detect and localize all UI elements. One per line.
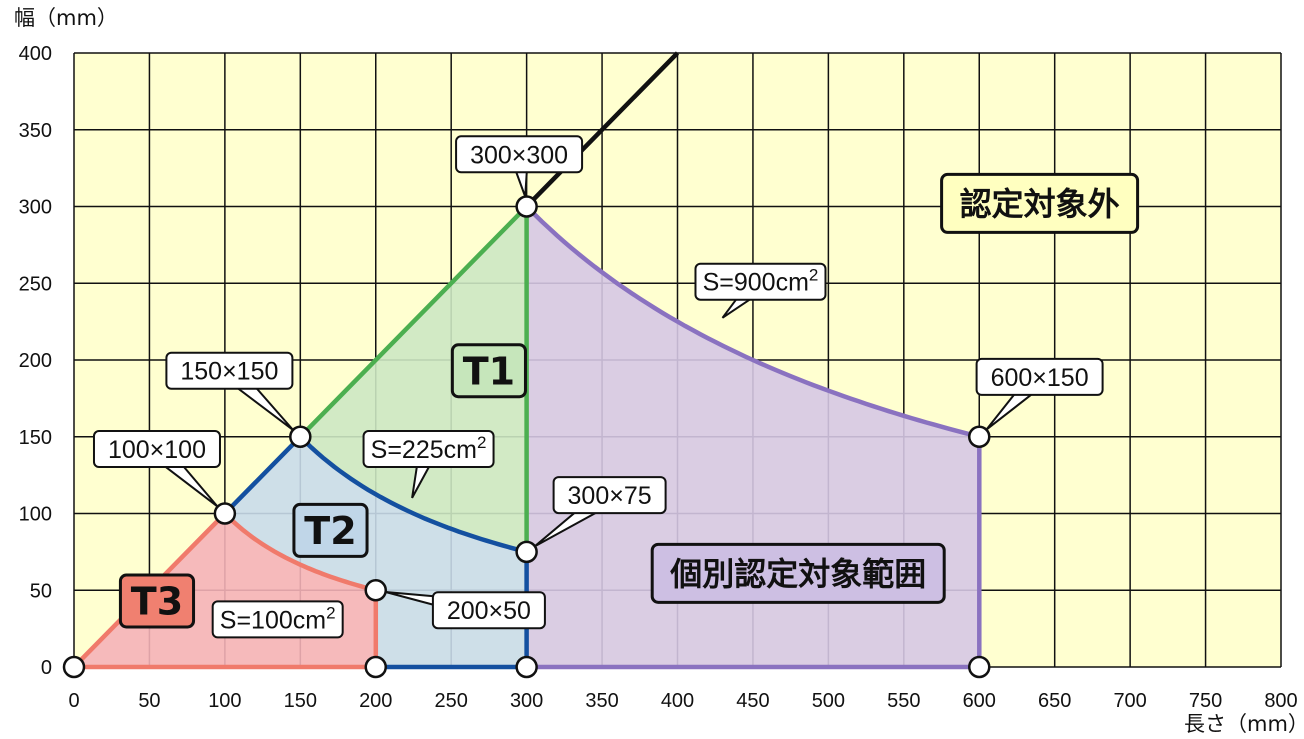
curve-s100 <box>223 511 377 593</box>
region-label-text: T1 <box>463 349 515 393</box>
y-tick-label: 250 <box>19 273 52 295</box>
region-label-text: T2 <box>304 509 356 553</box>
callout-box-inner <box>697 265 824 298</box>
region-label-box <box>450 343 527 399</box>
x-axis-title: 長さ（mm） <box>1184 712 1304 736</box>
callout-box-inner <box>214 603 341 636</box>
y-tick-label: 350 <box>19 120 52 142</box>
callout-text-base: S=225cm <box>371 436 477 464</box>
x-tick-label: 100 <box>208 690 241 712</box>
x-tick-label: 700 <box>1113 690 1146 712</box>
callout-s225: S=225cm2 <box>362 430 495 499</box>
callout-text: 150×150 <box>180 358 278 386</box>
diagonal-line <box>524 51 680 209</box>
callout-box-inner <box>555 479 664 512</box>
callout-p200x50: 200×50 <box>385 591 546 630</box>
data-point <box>968 425 991 448</box>
x-tick-label: 450 <box>736 690 769 712</box>
callout-text: 200×50 <box>447 597 531 625</box>
callout-text-sup: 2 <box>326 603 335 622</box>
y-tick-label: 150 <box>19 427 52 449</box>
data-point <box>515 655 538 679</box>
region-label-text: T3 <box>131 580 183 624</box>
data-point <box>364 579 387 602</box>
region-label-indiv: 個別認定対象範囲 <box>650 542 946 604</box>
x-tick-label: 750 <box>1189 690 1222 712</box>
callout-text-sup: 2 <box>809 266 818 285</box>
callout-text: S=100cm2 <box>220 603 336 634</box>
region-label-text: 個別認定対象範囲 <box>669 555 926 593</box>
y-tick-label: 0 <box>41 657 52 679</box>
region-label-box <box>118 573 196 629</box>
callout-text: 100×100 <box>108 436 206 464</box>
callout-text: 300×75 <box>568 482 652 510</box>
callout-box-inner <box>434 594 543 627</box>
x-tick-label: 0 <box>68 690 79 712</box>
data-point <box>515 540 538 564</box>
callout-text-base: S=100cm <box>220 606 326 634</box>
x-tick-label: 150 <box>284 690 317 712</box>
x-tick-label: 50 <box>138 690 160 712</box>
region-label-t1: T1 <box>450 343 527 399</box>
x-tick-label: 250 <box>435 690 468 712</box>
data-point <box>62 655 86 679</box>
region-label-out: 認定対象外 <box>940 172 1140 234</box>
region-label-box <box>940 172 1140 234</box>
callout-box-inner <box>168 354 291 387</box>
y-tick-label: 50 <box>30 580 52 602</box>
region-label-text: 認定対象外 <box>960 185 1120 223</box>
callout-box-inner <box>978 360 1101 393</box>
callout-box-inner <box>95 433 218 466</box>
callout-text-sup: 2 <box>477 433 486 452</box>
x-tick-label: 800 <box>1264 690 1297 712</box>
callout-text-base: S=900cm <box>703 269 809 297</box>
y-tick-label: 300 <box>19 197 52 219</box>
callout-s900: S=900cm2 <box>694 262 827 319</box>
data-point <box>968 655 991 679</box>
data-point <box>515 195 538 218</box>
data-point <box>213 502 237 525</box>
y-tick-label: 200 <box>19 350 52 372</box>
data-point <box>289 425 312 448</box>
data-point <box>364 655 387 679</box>
curve-s900 <box>525 204 980 439</box>
x-tick-label: 600 <box>963 690 996 712</box>
x-tick-label: 200 <box>359 690 392 712</box>
callout-box-inner <box>365 433 492 466</box>
x-tick-label: 550 <box>887 690 920 712</box>
callout-text: S=225cm2 <box>371 433 487 464</box>
callout-text: S=900cm2 <box>703 266 819 297</box>
x-tick-label: 500 <box>812 690 845 712</box>
region-label-t2: T2 <box>292 502 369 558</box>
callout-box-inner <box>458 138 581 171</box>
curve-s225 <box>298 435 528 555</box>
callout-s100: S=100cm2 <box>211 600 344 639</box>
x-tick-label: 300 <box>510 690 543 712</box>
callout-p100x100: 100×100 <box>92 430 221 508</box>
y-axis-title: 幅（mm） <box>14 6 118 30</box>
callout-text: 300×300 <box>470 141 568 169</box>
x-tick-label: 650 <box>1038 690 1071 712</box>
region-label-box <box>650 542 946 604</box>
callout-p150x150: 150×150 <box>165 351 294 431</box>
x-tick-label: 350 <box>585 690 618 712</box>
callout-text: 600×150 <box>991 364 1089 392</box>
y-tick-label: 400 <box>19 43 52 65</box>
callout-p300x300: 300×300 <box>455 135 584 197</box>
region-label-t3: T3 <box>118 573 196 629</box>
callout-p300x75: 300×75 <box>534 476 667 548</box>
x-tick-label: 400 <box>661 690 694 712</box>
callout-p600x150: 600×150 <box>975 357 1104 431</box>
y-tick-label: 100 <box>19 504 52 526</box>
blue-diagonal <box>223 435 302 516</box>
region-label-box <box>292 502 369 558</box>
